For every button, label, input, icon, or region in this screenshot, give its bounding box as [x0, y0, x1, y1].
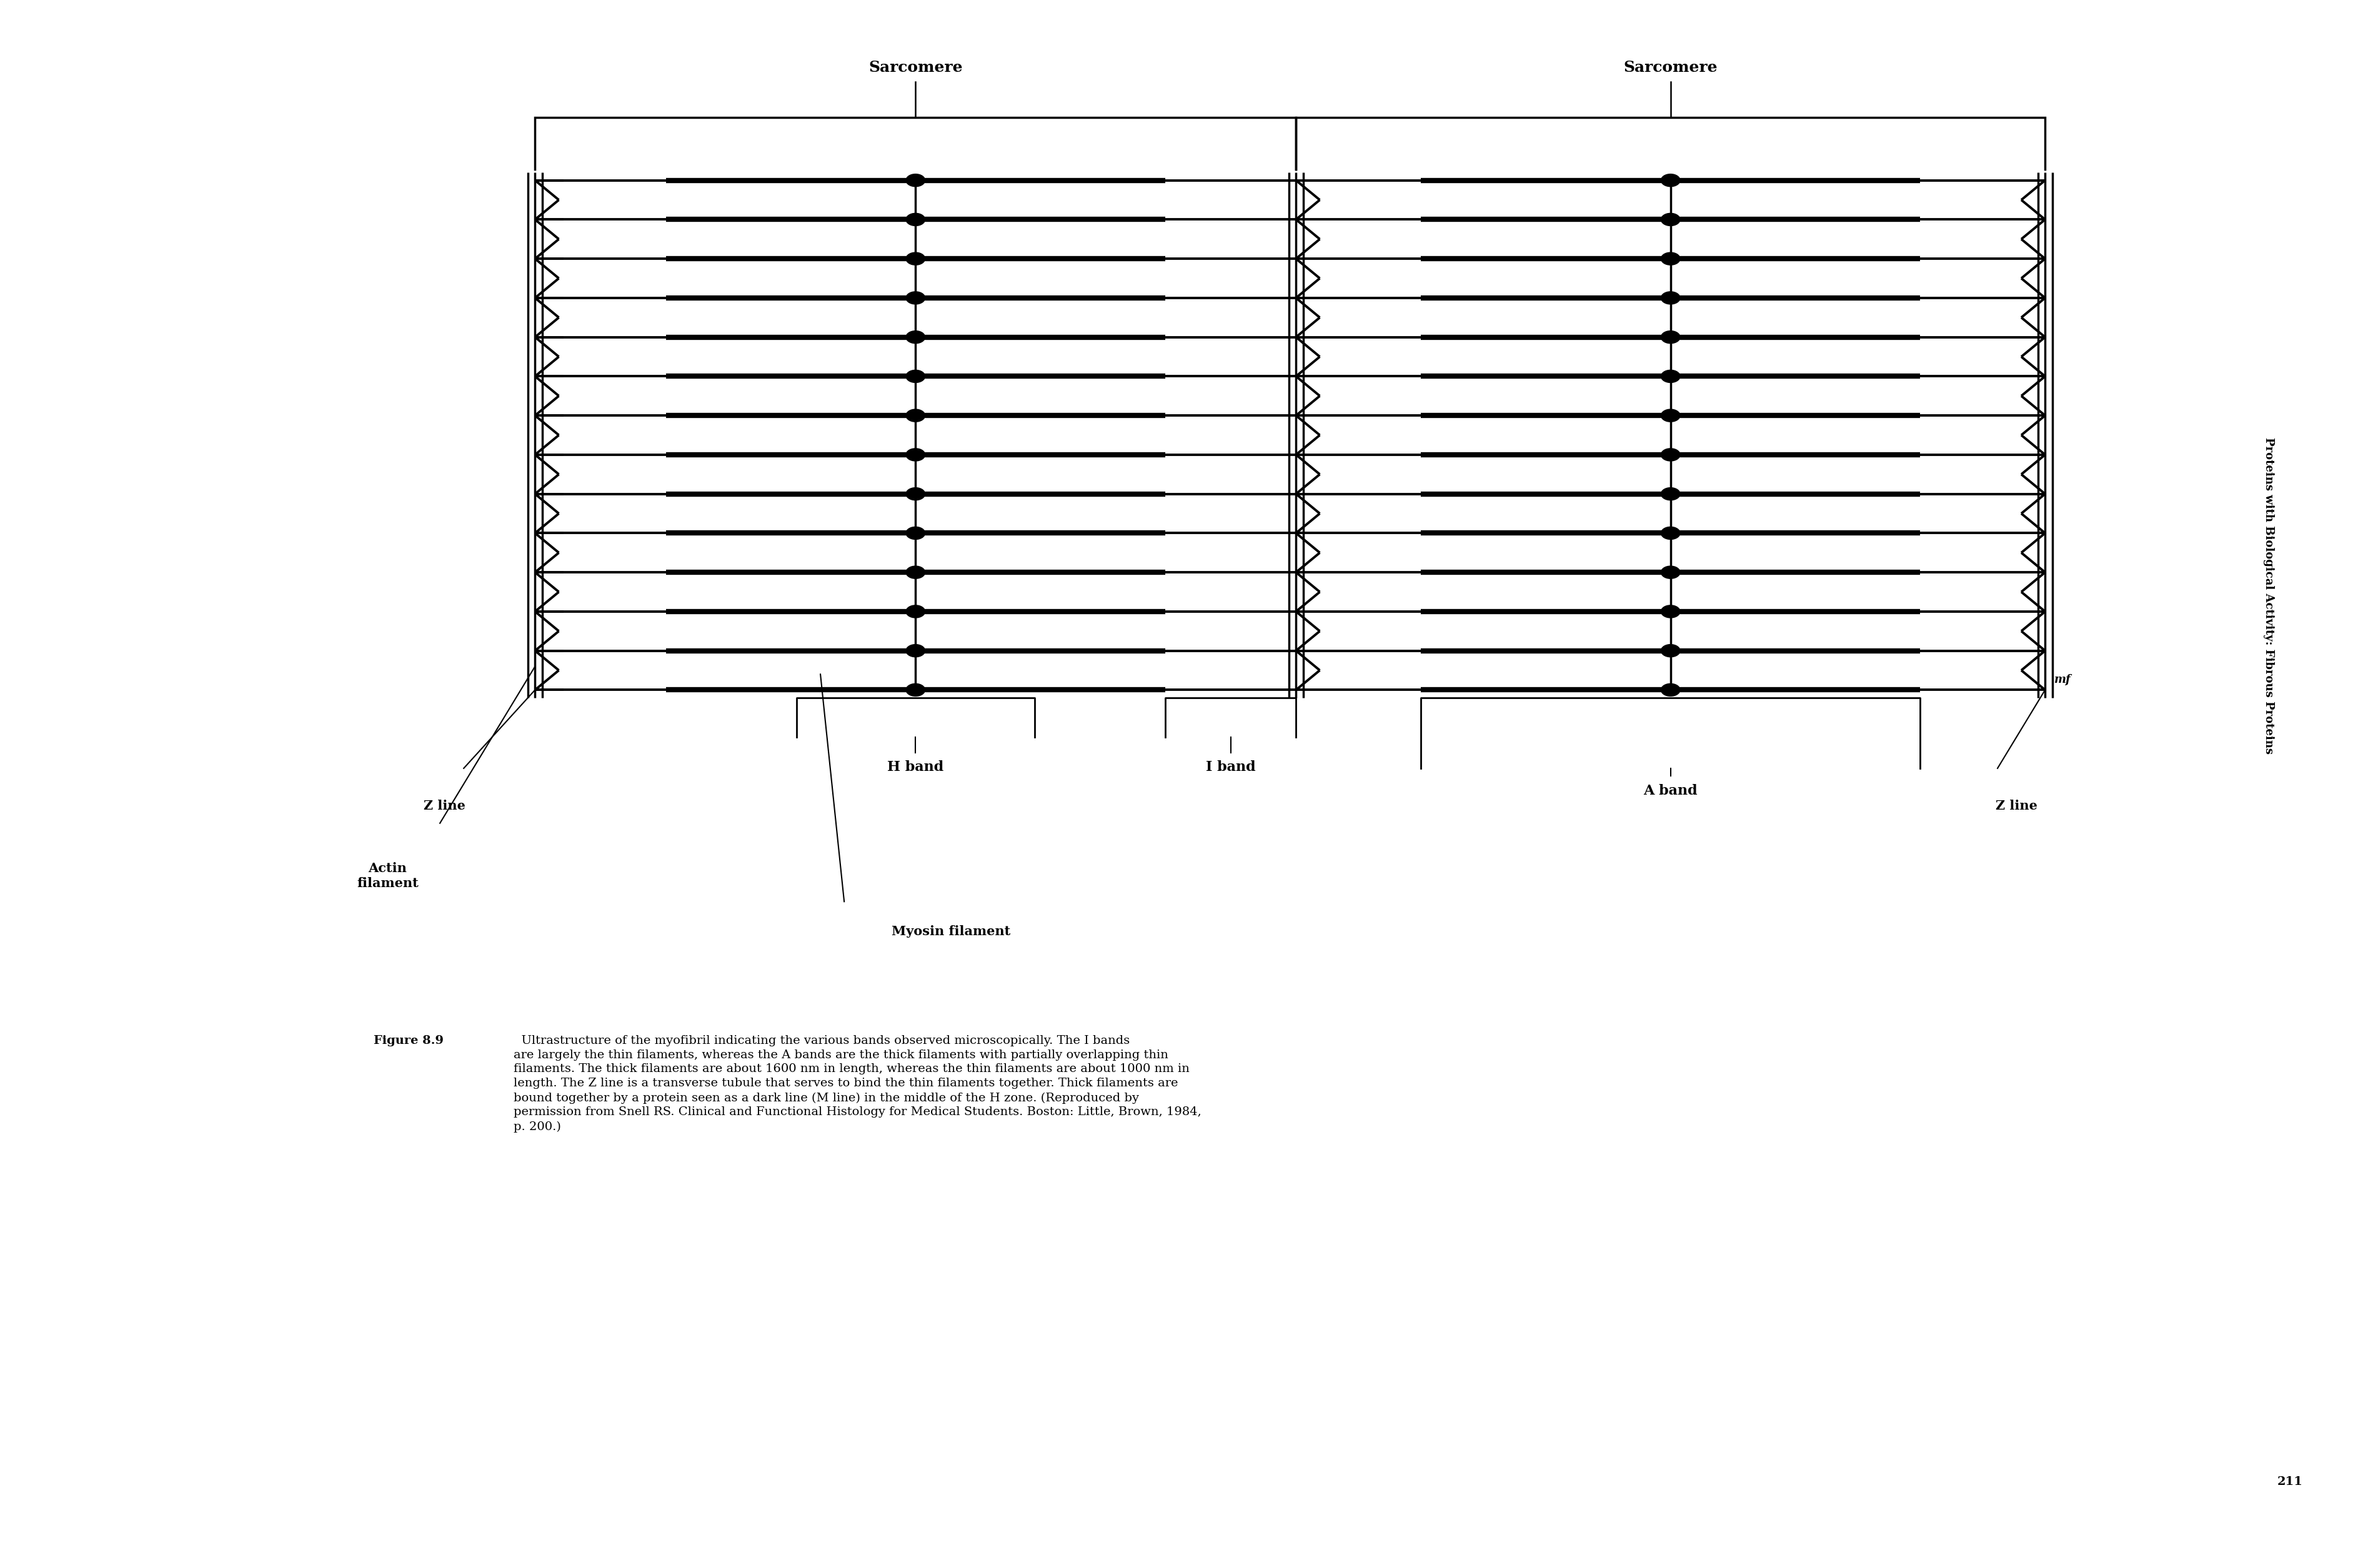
Text: A band: A band [1643, 784, 1698, 798]
Circle shape [1660, 174, 1679, 187]
Text: mf: mf [2055, 674, 2071, 685]
Text: Actin
filament: Actin filament [357, 862, 419, 889]
Circle shape [1660, 488, 1679, 500]
Circle shape [1660, 644, 1679, 657]
Circle shape [906, 292, 925, 304]
Circle shape [1660, 409, 1679, 422]
Circle shape [1660, 292, 1679, 304]
Circle shape [906, 488, 925, 500]
Circle shape [1660, 527, 1679, 539]
Text: Myosin filament: Myosin filament [892, 925, 1011, 938]
Text: Sarcomere: Sarcomere [868, 60, 963, 75]
Circle shape [906, 213, 925, 226]
Text: Z line: Z line [1995, 800, 2038, 812]
Circle shape [906, 370, 925, 383]
Circle shape [1660, 566, 1679, 579]
Circle shape [906, 527, 925, 539]
Circle shape [1660, 252, 1679, 265]
Circle shape [906, 605, 925, 618]
Text: Z line: Z line [423, 800, 466, 812]
Circle shape [906, 684, 925, 696]
Text: H band: H band [887, 760, 944, 775]
Circle shape [1660, 331, 1679, 343]
Circle shape [1660, 213, 1679, 226]
Text: I band: I band [1206, 760, 1256, 775]
Circle shape [906, 644, 925, 657]
Circle shape [906, 448, 925, 461]
Circle shape [906, 252, 925, 265]
Circle shape [1660, 370, 1679, 383]
Text: 211: 211 [2278, 1475, 2302, 1488]
Text: Proteins with Biological Activity: Fibrous Proteins: Proteins with Biological Activity: Fibro… [2264, 437, 2273, 754]
Circle shape [906, 566, 925, 579]
Text: Ultrastructure of the myofibril indicating the various bands observed microscopi: Ultrastructure of the myofibril indicati… [514, 1035, 1201, 1132]
Circle shape [906, 331, 925, 343]
Text: Sarcomere: Sarcomere [1624, 60, 1717, 75]
Circle shape [1660, 605, 1679, 618]
Circle shape [1660, 448, 1679, 461]
Circle shape [1660, 684, 1679, 696]
Circle shape [906, 409, 925, 422]
Text: Figure 8.9: Figure 8.9 [373, 1035, 442, 1046]
Circle shape [906, 174, 925, 187]
